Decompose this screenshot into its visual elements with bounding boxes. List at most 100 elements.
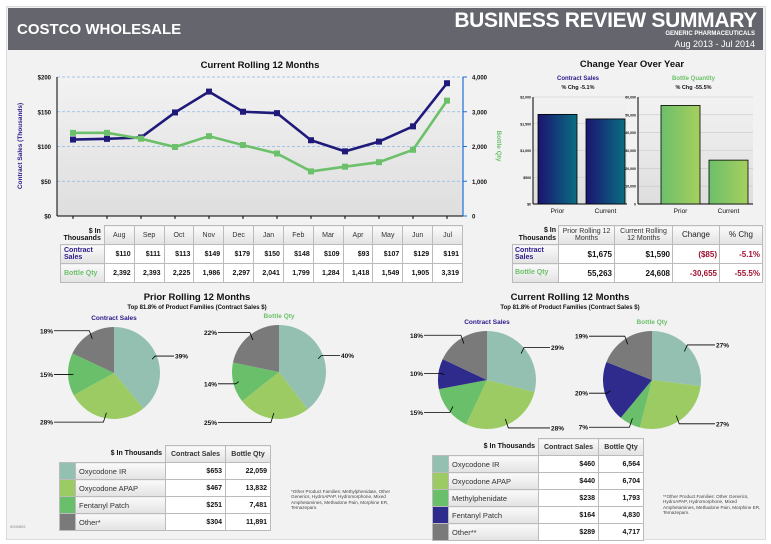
- table-row: Bottle Qty 2,392 2,393 2,225 1,986 2,297 2,04…: [60, 263, 463, 283]
- bar-prior: [537, 113, 578, 205]
- table-corner: $ In Thousands: [483, 443, 535, 451]
- cell: $191: [432, 244, 463, 264]
- pie-label: 14%: [204, 381, 217, 388]
- table-corner: $ In Thousands: [518, 227, 556, 242]
- month-header: Nov: [193, 225, 225, 245]
- cell: $150: [253, 244, 284, 264]
- y2-tick-label: 0: [472, 215, 476, 221]
- data-point: [410, 123, 416, 130]
- cell: 1,793: [598, 489, 644, 507]
- cell: $149: [193, 244, 225, 264]
- cell: $440: [538, 472, 599, 490]
- month-header: Sep: [133, 225, 165, 245]
- bar-chart-title: Contract Sales: [557, 76, 600, 82]
- data-point: [274, 150, 280, 157]
- label-leader: [675, 415, 715, 425]
- product-name: Oxycodone APAP: [448, 472, 539, 490]
- y2-tick-label: 2,000: [472, 145, 488, 151]
- x-tick-label: Prior: [551, 208, 566, 215]
- report-header: COSTCO WHOLESALE BUSINESS REVIEW SUMMARY…: [8, 8, 763, 50]
- col-header: Bottle Qty: [225, 445, 271, 463]
- month-header: Jan: [253, 225, 284, 245]
- pie-slice: [438, 359, 487, 390]
- y-tick-label: 20,000: [625, 167, 636, 171]
- y-tick-label: 60,000: [625, 96, 636, 100]
- prior-footnote: *Other Product Families: Methylphenidate…: [291, 489, 391, 510]
- cell: $110: [103, 244, 135, 264]
- bar-prior: [660, 105, 701, 205]
- cell: $251: [165, 496, 226, 514]
- pie-slice: [279, 325, 326, 410]
- cell: 1,986: [193, 263, 225, 283]
- monthly-table: $ In Thousands Aug Sep Oct Nov Dec Jan Feb Mar A…: [60, 225, 463, 283]
- table-row: Bottle Qty 55,263 24,608 -30,655 -55.5%: [512, 263, 763, 283]
- pie-slice: [68, 353, 114, 396]
- cell: 2,392: [103, 263, 135, 283]
- col-header: Current Rolling 12 Months: [614, 225, 673, 245]
- month-header: Jul: [432, 225, 463, 245]
- data-point: [70, 129, 76, 136]
- pie-label: 7%: [579, 425, 589, 432]
- cell: ($85): [672, 244, 720, 264]
- product-name: Fentanyl Patch: [448, 506, 539, 524]
- label-leader: [151, 355, 174, 360]
- cell: $113: [163, 244, 195, 264]
- data-point: [342, 163, 348, 170]
- data-point: [240, 108, 246, 115]
- y-tick-label: 30,000: [625, 149, 636, 153]
- data-point: [308, 168, 314, 175]
- label-leader: [54, 412, 107, 423]
- pie-slice: [652, 331, 701, 387]
- pie-slice: [114, 327, 160, 409]
- cell: -30,655: [672, 263, 720, 283]
- label-leader: [54, 330, 93, 339]
- legend-row: Oxycodone IR $460 6,564: [432, 455, 644, 473]
- cell: 13,832: [225, 479, 271, 497]
- x-tick-label: Current: [595, 208, 617, 215]
- data-point: [240, 142, 246, 149]
- pie-label: 39%: [175, 354, 188, 361]
- data-point: [206, 88, 212, 95]
- color-swatch: [432, 472, 449, 490]
- y-tick-label: $50: [41, 180, 52, 186]
- cell: $93: [342, 244, 374, 264]
- pie-label: 27%: [716, 421, 729, 428]
- label-leader: [589, 390, 611, 394]
- month-header: Jun: [402, 225, 434, 245]
- data-point: [376, 138, 382, 145]
- pie-label: 29%: [551, 345, 564, 352]
- y-tick-label: $0: [527, 203, 531, 207]
- data-point: [444, 80, 450, 87]
- pie-slice: [438, 380, 487, 425]
- label-leader: [589, 418, 633, 428]
- row-label: Bottle Qty: [512, 263, 559, 283]
- legend-row: Methylphenidate $238 1,793: [432, 489, 644, 507]
- label-leader: [317, 355, 340, 360]
- y-tick-label: $150: [38, 110, 52, 116]
- pie-title: Bottle Qty: [263, 313, 294, 320]
- bar-current: [708, 159, 749, 205]
- pie-slice: [606, 331, 652, 380]
- col-header: Contract Sales: [538, 438, 599, 456]
- label-leader: [424, 406, 454, 413]
- y-tick-label: $100: [38, 145, 52, 151]
- color-swatch: [59, 496, 76, 514]
- cell: $107: [372, 244, 404, 264]
- label-leader: [504, 418, 550, 429]
- y-tick-label: $2,000: [520, 96, 531, 100]
- pie-slice: [487, 331, 536, 393]
- cell: 1,905: [402, 263, 434, 283]
- current-legend-table: $ In Thousands Contract Sales Bottle Qty Ox…: [432, 438, 644, 541]
- month-header: Oct: [163, 225, 195, 245]
- cell: $653: [165, 462, 226, 480]
- bar-chart-subtitle: % Chg -5.1%: [561, 85, 594, 91]
- x-tick-label: Prior: [674, 208, 689, 215]
- cell: -55.5%: [719, 263, 763, 283]
- y-tick-label: 40,000: [625, 131, 636, 135]
- pie-label: 19%: [575, 334, 588, 341]
- color-swatch: [432, 506, 449, 524]
- legend-row: Other** $289 4,717: [432, 523, 644, 541]
- bar-current: [585, 118, 626, 205]
- color-swatch: [59, 462, 76, 480]
- pie-label: 20%: [575, 391, 588, 398]
